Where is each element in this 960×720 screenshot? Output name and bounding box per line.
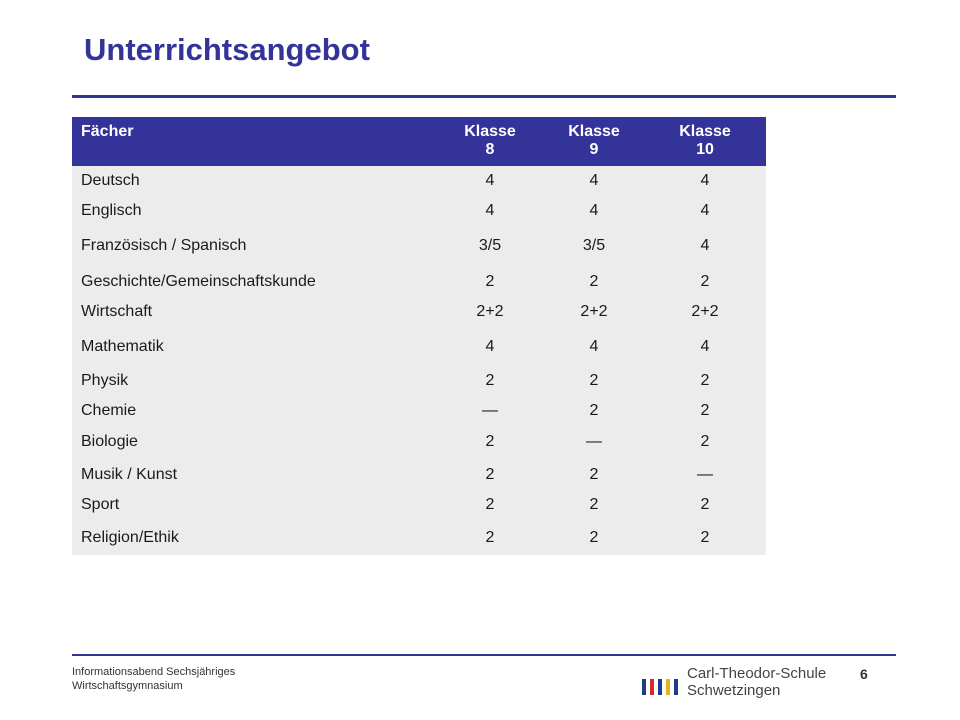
page-number: 6 — [860, 666, 868, 682]
table-row: Französisch / Spanisch 3/5 3/5 4 — [72, 234, 766, 258]
header-class-10: Klasse 10 — [660, 123, 750, 159]
school-logo: Carl-Theodor-Schule Schwetzingen — [642, 665, 842, 701]
table-row: Musik / Kunst 2 2 — — [72, 463, 766, 487]
footer-caption: Informationsabend Sechsjähriges Wirtscha… — [72, 665, 292, 693]
subject-name: Biologie — [81, 433, 138, 450]
hours-class-9: 2+2 — [580, 303, 608, 320]
logo-bar — [674, 679, 678, 695]
hours-class-8: 2 — [485, 496, 495, 513]
header-subject: Fächer — [81, 123, 134, 140]
hours-class-10: 4 — [700, 172, 710, 189]
subjects-table: Fächer Klasse 8 Klasse 9 Klasse 10 Deuts… — [72, 117, 766, 555]
header-class-9-label: Klasse — [568, 123, 620, 140]
logo-bar — [642, 679, 646, 695]
table-row: Wirtschaft 2+2 2+2 2+2 — [72, 300, 766, 324]
subject-name: Mathematik — [81, 338, 164, 355]
header-class-10-label: Klasse — [679, 123, 731, 140]
hours-class-8: 2 — [485, 433, 495, 450]
hours-class-9: 2 — [589, 372, 599, 389]
table-header: Fächer Klasse 8 Klasse 9 Klasse 10 — [72, 117, 766, 166]
subject-name: Wirtschaft — [81, 303, 153, 320]
subject-name: Religion/Ethik — [81, 529, 179, 546]
hours-class-9: 4 — [589, 202, 599, 219]
hours-class-10: 4 — [700, 338, 710, 355]
subject-name: Deutsch — [81, 172, 140, 189]
school-name-line-2: Schwetzingen — [687, 682, 781, 699]
table-row: Chemie — 2 2 — [72, 399, 766, 423]
table-row: Geschichte/Gemeinschaftskunde 2 2 2 — [72, 270, 766, 294]
table-row: Sport 2 2 2 — [72, 493, 766, 517]
hours-class-9: 3/5 — [582, 237, 606, 254]
subject-name: Chemie — [81, 402, 137, 419]
subject-name: Geschichte/Gemeinschaftskunde — [81, 273, 316, 290]
hours-class-10: 4 — [700, 202, 710, 219]
footer-line-1: Informationsabend Sechsjähriges — [72, 666, 236, 678]
hours-class-9: 2 — [589, 496, 599, 513]
hours-class-8: 2+2 — [476, 303, 504, 320]
slide-title: Unterrichtsangebot — [84, 32, 370, 67]
hours-class-9: 2 — [589, 466, 599, 483]
table-row: Biologie 2 — 2 — [72, 430, 766, 454]
hours-class-8: 2 — [485, 466, 495, 483]
school-name: Carl-Theodor-Schule Schwetzingen — [687, 665, 826, 699]
hours-class-9: — — [586, 433, 602, 450]
subject-name: Französisch / Spanisch — [81, 237, 247, 254]
subject-name: Englisch — [81, 202, 142, 219]
header-class-9: Klasse 9 — [549, 123, 639, 159]
hours-class-10: 2 — [700, 496, 710, 513]
hours-class-8: 4 — [485, 202, 495, 219]
hours-class-10: 2 — [700, 402, 710, 419]
hours-class-8: 2 — [485, 372, 495, 389]
header-class-8: Klasse 8 — [445, 123, 535, 159]
hours-class-8: 4 — [485, 172, 495, 189]
table-row: Englisch 4 4 4 — [72, 199, 766, 223]
footer-divider — [72, 654, 896, 656]
logo-bar — [658, 679, 662, 695]
hours-class-8: 3/5 — [478, 237, 502, 254]
table-row: Physik 2 2 2 — [72, 369, 766, 393]
hours-class-9: 4 — [589, 338, 599, 355]
hours-class-9: 4 — [589, 172, 599, 189]
hours-class-8: 4 — [485, 338, 495, 355]
logo-bars-icon — [642, 679, 682, 695]
hours-class-8: — — [482, 402, 498, 419]
header-class-10-number: 10 — [696, 141, 714, 158]
table-row: Deutsch 4 4 4 — [72, 169, 766, 193]
table-row: Mathematik 4 4 4 — [72, 335, 766, 359]
header-class-9-number: 9 — [589, 141, 599, 158]
title-divider — [72, 95, 896, 98]
header-class-8-number: 8 — [485, 141, 495, 158]
footer-line-2: Wirtschaftsgymnasium — [72, 680, 183, 692]
school-name-line-1: Carl-Theodor-Schule — [687, 665, 827, 682]
subject-name: Musik / Kunst — [81, 466, 178, 483]
logo-bar — [650, 679, 654, 695]
table-row: Religion/Ethik 2 2 2 — [72, 526, 766, 550]
hours-class-8: 2 — [485, 273, 495, 290]
subject-name: Sport — [81, 496, 120, 513]
hours-class-9: 2 — [589, 529, 599, 546]
hours-class-10: 2+2 — [691, 303, 719, 320]
hours-class-10: 2 — [700, 433, 710, 450]
hours-class-10: 4 — [700, 237, 710, 254]
logo-bar — [666, 679, 670, 695]
hours-class-9: 2 — [589, 402, 599, 419]
hours-class-10: 2 — [700, 529, 710, 546]
hours-class-8: 2 — [485, 529, 495, 546]
subject-name: Physik — [81, 372, 129, 389]
hours-class-10: 2 — [700, 273, 710, 290]
hours-class-9: 2 — [589, 273, 599, 290]
hours-class-10: 2 — [700, 372, 710, 389]
header-class-8-label: Klasse — [464, 123, 516, 140]
hours-class-10: — — [697, 466, 713, 483]
